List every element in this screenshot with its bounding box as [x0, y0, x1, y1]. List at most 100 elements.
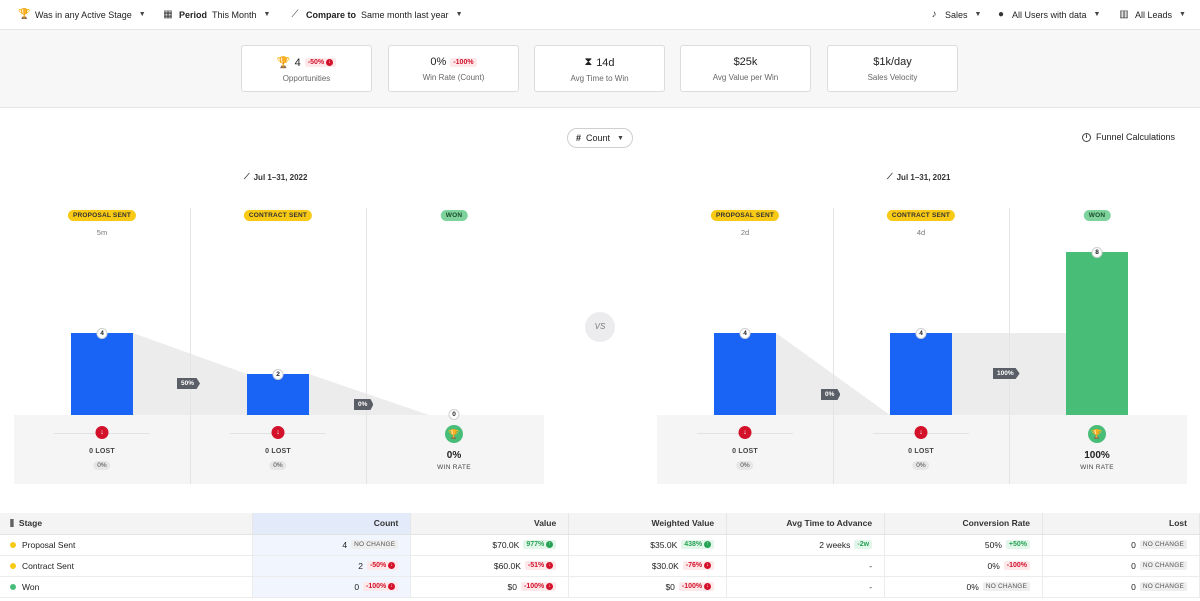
funnel-connector [309, 374, 429, 415]
column-header-count[interactable]: Count [252, 513, 412, 535]
metric-label: Opportunities [282, 74, 331, 83]
column-header-lost[interactable]: Lost [1042, 513, 1200, 535]
stage-pill: CONTRACT SENT [243, 210, 313, 221]
stage-color-dot [10, 584, 16, 591]
down-arrow-icon: ↓ [388, 562, 396, 569]
compare-dropdown[interactable]: ⟋ Compare to Same month last year ▼ [289, 9, 463, 20]
metric-card-sales-velocity[interactable]: $1k/day Sales Velocity [827, 45, 958, 92]
count-dropdown-label: Count [586, 133, 611, 143]
funnel-calculations-label: Funnel Calculations [1096, 132, 1176, 142]
bar-count: 4 [915, 328, 927, 339]
users-dropdown[interactable]: ● All Users with data ▼ [995, 9, 1101, 20]
trophy-icon: 🏆 [1088, 425, 1106, 443]
column-header-weighted-value[interactable]: Weighted Value [568, 513, 728, 535]
trophy-icon: 🏆 [445, 425, 463, 443]
change-badge: -100% [450, 57, 477, 67]
stage-color-dot [10, 542, 16, 549]
period-value: This Month [212, 9, 257, 20]
metric-value: 0% [430, 56, 447, 68]
stage-pill: PROPOSAL SENT [67, 210, 137, 221]
up-arrow-icon: ↑ [704, 541, 712, 548]
stage-name: Contract Sent [22, 560, 74, 571]
metric-value: $1k/day [873, 56, 912, 68]
funnel-bar[interactable] [890, 333, 952, 415]
metrics-band: 🏆 4 -50% ↓ Opportunities 0% -100% Win Rat… [0, 30, 1200, 108]
lost-pct: 0% [269, 461, 287, 470]
info-icon: i [1082, 132, 1091, 142]
stage-filter-dropdown[interactable]: 🏆 Was in any Active Stage ▼ [18, 9, 146, 20]
metric-value: 4 [294, 56, 301, 69]
change-badge: -100% ↓ [363, 582, 399, 591]
lost-down-icon: ↓ [738, 426, 752, 439]
metric-card-avg-time-to-win[interactable]: ⧗ 14d Avg Time to Win [534, 45, 665, 92]
down-arrow-icon: ↓ [704, 583, 712, 590]
pipeline-dropdown[interactable]: ♪ Sales ▼ [928, 9, 982, 20]
lost-label: 0 LOST [89, 448, 115, 455]
table-row[interactable]: Contract Sent 2 -50% ↓ $60.0K -51% ↓ $30.0K -… [0, 555, 1200, 577]
count-dropdown[interactable]: # Count ▼ [567, 128, 633, 148]
column-header-value[interactable]: Value [410, 513, 570, 535]
stage-name: Proposal Sent [22, 539, 76, 550]
stage-name: Won [22, 581, 40, 592]
metric-card-win-rate[interactable]: 0% -100% Win Rate (Count) [388, 45, 519, 92]
down-arrow-icon: ↓ [326, 59, 334, 66]
funnel-bar[interactable] [714, 333, 776, 415]
change-badge: -2w [854, 540, 873, 549]
table-row[interactable]: Won 0 -100% ↓ $0 -100% ↓ $0 -100% ↓ - 0% NO CHA… [0, 576, 1200, 598]
win-rate-label: WIN RATE [1080, 464, 1114, 471]
table-header-row: ⫼ Stage Count Value Weighted Value Avg Ti… [0, 513, 1200, 535]
leads-value: All Leads [1135, 9, 1173, 20]
stage-time: 5m [96, 228, 108, 237]
right-period-label: ⟋ Jul 1–31, 2021 [887, 172, 951, 182]
table-row[interactable]: Proposal Sent 4 NO CHANGE $70.0K 977% ↑ $35… [0, 534, 1200, 556]
win-rate-value: 100% [1084, 450, 1110, 461]
metric-label: Avg Value per Win [712, 73, 779, 82]
pipeline-icon: ♪ [931, 9, 937, 20]
column-header-conversion-rate[interactable]: Conversion Rate [884, 513, 1044, 535]
trend-icon: ⟋ [291, 9, 299, 20]
change-badge: -100% ↓ [678, 582, 715, 591]
trophy-icon: 🏆 [18, 9, 31, 20]
metric-label: Win Rate (Count) [422, 73, 485, 82]
period-dropdown[interactable]: ▦ Period This Month ▼ [162, 9, 270, 20]
change-badge: NO CHANGE [1139, 540, 1187, 549]
chevron-down-icon: ▼ [1179, 11, 1186, 18]
funnel-calculations-link[interactable]: i Funnel Calculations [1082, 132, 1175, 142]
stage-pill: WON [1083, 210, 1111, 221]
leads-dropdown[interactable]: ▥ All Leads ▼ [1118, 9, 1186, 20]
top-filter-bar: 🏆 Was in any Active Stage ▼ ▦ Period Thi… [0, 0, 1200, 30]
lost-pct: 0% [736, 461, 754, 470]
pipeline-value: Sales [945, 9, 968, 20]
compare-label: Compare to [306, 9, 357, 20]
stage-time: 4d [916, 228, 926, 237]
hourglass-icon: ⧗ [584, 56, 593, 68]
funnel-bar[interactable] [1066, 252, 1128, 415]
funnel-bar[interactable] [247, 374, 309, 415]
left-funnel-panel: PROPOSAL SENT CONTRACT SENT WON 5m 4 2 0… [14, 208, 544, 484]
change-badge: -76% ↓ [682, 561, 715, 570]
bar-count: 2 [272, 369, 284, 380]
metric-card-opportunities[interactable]: 🏆 4 -50% ↓ Opportunities [241, 45, 372, 92]
chevron-down-icon: ▼ [263, 11, 271, 18]
change-badge: NO CHANGE [351, 540, 399, 549]
trophy-icon: 🏆 [276, 57, 291, 69]
change-badge: 438% ↑ [681, 540, 715, 549]
column-header-avg-time[interactable]: Avg Time to Advance [726, 513, 886, 535]
up-arrow-icon: ↑ [546, 541, 554, 548]
hash-icon: # [576, 133, 582, 143]
column-header-stage[interactable]: ⫼ Stage [0, 513, 254, 535]
vs-circle: VS [585, 312, 615, 342]
metric-value: $25k [733, 56, 758, 68]
chevron-down-icon: ▼ [974, 11, 982, 18]
change-badge: NO CHANGE [982, 582, 1031, 591]
trend-icon: ⟋ [887, 172, 893, 181]
funnel-bar[interactable] [71, 333, 133, 415]
change-badge: -100% ↓ [520, 582, 557, 591]
period-label: Period [179, 9, 208, 20]
chevron-down-icon: ▼ [1093, 11, 1101, 18]
stage-time: 2d [740, 228, 750, 237]
metric-card-avg-value-per-win[interactable]: $25k Avg Value per Win [680, 45, 811, 92]
bar-count: 0 [448, 409, 460, 420]
conversion-tag: 50% [177, 378, 201, 389]
change-badge: -50% ↓ [304, 58, 337, 67]
